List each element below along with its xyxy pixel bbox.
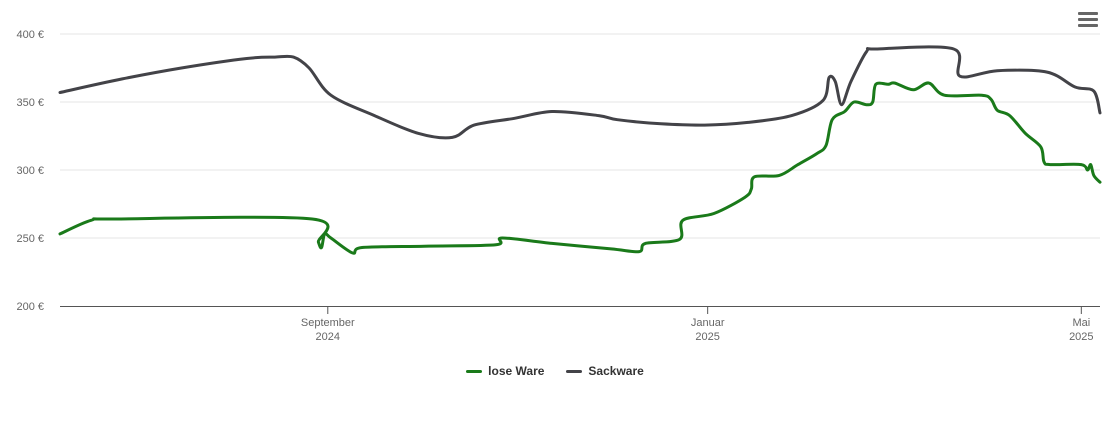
axes: 200 € 250 € 300 € 350 € 400 € September 2024 Ja… [16,29,1100,343]
legend-item-sackware[interactable]: Sackware [566,364,644,378]
legend-label: Sackware [588,364,644,378]
y-tick-label: 250 € [16,233,44,245]
y-tick-label: 350 € [16,97,44,109]
legend-label: lose Ware [488,364,545,378]
hamburger-menu-icon-bar [1078,18,1098,21]
x-tick-label-year: 2025 [695,331,719,343]
gridlines [60,33,1100,239]
y-tick-label: 400 € [16,29,44,41]
x-tick-label-month: September [301,317,355,329]
hamburger-menu-icon-bar [1078,24,1098,27]
legend-item-lose-ware[interactable]: lose Ware [466,364,544,378]
series-line-sackware[interactable] [58,45,1102,140]
x-tick-label-year: 2024 [316,331,340,343]
series-lines [58,45,1102,255]
x-tick-label-month: Mai [1072,317,1090,329]
legend-swatch [566,369,583,373]
x-tick-label-year: 2025 [1069,331,1093,343]
chart-menu-button[interactable] [1078,12,1098,30]
y-tick-label: 200 € [16,301,44,313]
hamburger-menu-icon [1078,12,1098,15]
x-tick-label-month: Januar [691,317,725,329]
chart-legend: lose Ware Sackware [0,364,1110,378]
legend-swatch [466,369,483,373]
series-line-lose-ware[interactable] [58,81,1102,255]
y-tick-label: 300 € [16,165,44,177]
